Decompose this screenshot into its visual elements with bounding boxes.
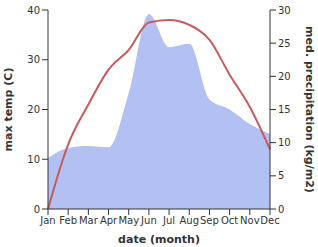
svg-text:Jun: Jun — [140, 215, 157, 226]
svg-text:Nov: Nov — [240, 215, 260, 226]
svg-text:30: 30 — [27, 54, 40, 65]
svg-text:Oct: Oct — [221, 215, 238, 226]
svg-text:25: 25 — [278, 38, 291, 49]
svg-text:Apr: Apr — [100, 215, 118, 226]
svg-text:20: 20 — [278, 71, 291, 82]
svg-text:May: May — [118, 215, 139, 226]
svg-text:Feb: Feb — [59, 215, 77, 226]
svg-text:date (month): date (month) — [118, 233, 200, 246]
svg-text:10: 10 — [27, 154, 40, 165]
svg-text:30: 30 — [278, 5, 291, 16]
svg-text:Mar: Mar — [79, 215, 99, 226]
svg-text:med. precipitation (kg/m2): med. precipitation (kg/m2) — [303, 26, 310, 193]
svg-text:Dec: Dec — [260, 215, 279, 226]
svg-text:Jan: Jan — [39, 215, 55, 226]
svg-text:Jul: Jul — [162, 215, 175, 226]
svg-text:20: 20 — [27, 104, 40, 115]
svg-text:Sep: Sep — [200, 215, 219, 226]
svg-text:0: 0 — [34, 204, 40, 215]
svg-text:40: 40 — [27, 5, 40, 16]
svg-text:10: 10 — [278, 137, 291, 148]
svg-text:0: 0 — [278, 204, 284, 215]
svg-text:Aug: Aug — [180, 215, 200, 226]
svg-text:max temp (C): max temp (C) — [8, 68, 15, 152]
svg-text:5: 5 — [278, 170, 284, 181]
svg-text:15: 15 — [278, 104, 291, 115]
